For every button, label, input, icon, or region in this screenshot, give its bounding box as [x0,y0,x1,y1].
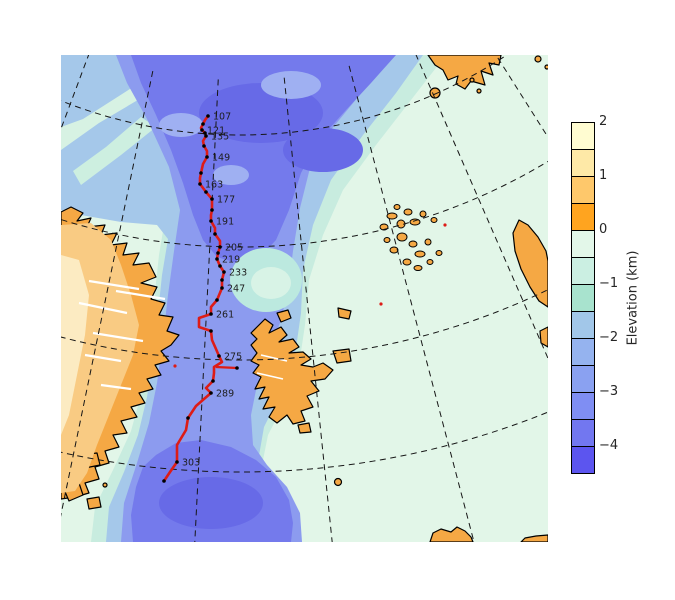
colorbar-segment [572,339,594,366]
track-waypoint-label: 205 [225,243,243,254]
colorbar-segment [572,312,594,339]
track-waypoint-label: 191 [216,217,234,228]
stray-track-dot [173,364,177,368]
track-waypoint-label: 107 [213,112,231,123]
track-waypoint-dot [218,245,222,249]
colorbar-tick: 0 [599,222,608,237]
track-waypoint-dot [213,232,217,236]
colorbar-tick: −4 [599,438,619,453]
novaya-zemlya-landmass [512,219,548,348]
parallel-line [61,160,548,248]
colorbar-segment [572,204,594,231]
track-waypoint-dot [186,416,190,420]
parallel-line [61,288,548,361]
elevation-colorbar [571,122,595,474]
track-waypoint-dot [198,182,202,186]
svalbard-landmass [250,307,352,434]
track-waypoint-label: 135 [211,132,229,143]
track-waypoint-label: 177 [217,195,235,206]
track-waypoint-label: 149 [212,153,230,164]
stray-track-dot [443,223,447,227]
track-waypoint-dot [220,286,224,290]
colorbar-segment [572,420,594,447]
map-canvas: 107 121 135 149 163 177 191 205 219 233 247 261 275 2… [61,55,548,542]
colorbar-tick: 2 [599,114,608,129]
bottom-right-coast [520,534,548,542]
track-waypoint-dot [209,329,213,333]
land-masses [61,55,548,542]
fjord-channels [78,279,166,391]
colorbar-segment [572,150,594,177]
track-waypoint-dot [209,391,213,395]
track-waypoint-dot [204,190,208,194]
track-waypoint-label: 233 [229,268,247,279]
bear-island [333,477,343,487]
colorbar-segment [572,123,594,150]
colorbar-tick: 1 [599,168,608,183]
track-waypoint-label: 261 [216,310,234,321]
track-waypoint-dot [204,134,208,138]
meridian-line [283,77,333,542]
track-waypoint-dot [222,270,226,274]
greenland-landmass [61,206,180,510]
colorbar-segment [572,258,594,285]
track-waypoint-dot [235,366,239,370]
colorbar-segment [572,366,594,393]
track-waypoint-dot [218,264,222,268]
track-waypoint-dot [206,114,210,118]
severnaya-zemlya-landmass [427,55,548,99]
track-waypoint-dot [201,122,205,126]
track-waypoint-dot [205,155,209,159]
drift-track-line [162,115,226,482]
track-waypoint-dot [220,278,224,282]
franz-josef-land-islands [379,204,443,271]
colorbar-tick: −2 [599,330,619,345]
track-waypoint-dot [215,298,219,302]
meridian-line [194,79,219,542]
track-waypoint-label: 303 [182,458,200,469]
colorbar-segment [572,177,594,204]
colorbar-segment [572,393,594,420]
colorbar-segment [572,447,594,473]
parallel-line [61,55,508,136]
colorbar-segment [572,285,594,312]
stray-track-dot [379,302,383,306]
track-waypoint-label: 219 [222,255,240,266]
track-waypoint-dot [209,312,213,316]
track-waypoint-label: 121 [207,126,225,137]
track-waypoint-dot [215,257,219,261]
track-waypoint-dot [216,251,220,255]
track-waypoint-label: 275 [224,352,242,363]
track-waypoint-dot [203,131,207,135]
track-waypoint-dot [200,128,204,132]
colorbar-segment [572,231,594,258]
track-waypoint-dot [210,208,214,212]
colorbar-tick: −3 [599,384,619,399]
track-waypoint-dot [199,171,203,175]
ocean-bathymetry [61,55,548,542]
track-waypoint-dot [202,144,206,148]
svalbard-fjords [256,354,288,380]
track-waypoint-label: 247 [227,284,245,295]
track-waypoint-dot [175,460,179,464]
track-waypoint-dot [162,479,166,483]
track-waypoint-label: 163 [205,180,223,191]
colorbar-tick: −1 [599,276,619,291]
track-waypoint-dot [209,219,213,223]
drift-track-spur [215,365,238,370]
track-waypoint-dot [217,354,221,358]
meridian-line [348,65,475,542]
track-waypoint-label: 289 [216,389,234,400]
bottom-coast [429,526,474,542]
track-waypoint-dot [210,197,214,201]
track-waypoint-dot [211,379,215,383]
graticule-grid [61,55,548,542]
colorbar-axis-label: Elevation (km) [625,250,641,346]
